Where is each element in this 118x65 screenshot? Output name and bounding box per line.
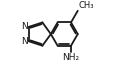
- Text: NH₂: NH₂: [62, 53, 80, 62]
- Text: N: N: [21, 37, 28, 46]
- Text: CH₃: CH₃: [78, 1, 94, 10]
- Text: N: N: [21, 22, 28, 31]
